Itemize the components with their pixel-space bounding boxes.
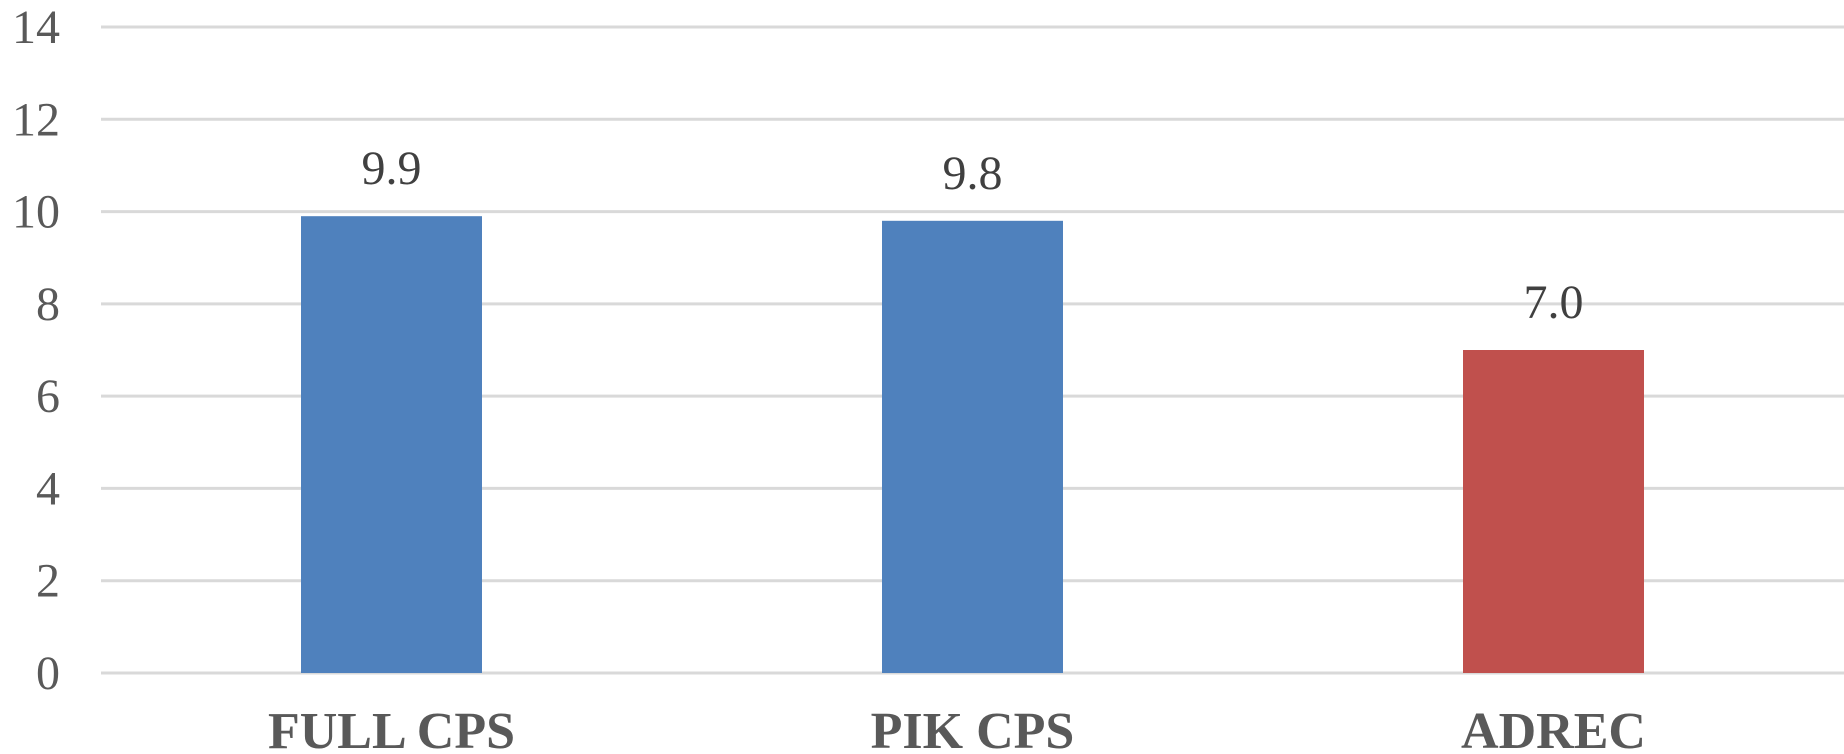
y-tick-label: 8 xyxy=(36,278,60,331)
bars xyxy=(301,216,1644,674)
x-tick-label: PIK CPS xyxy=(871,703,1075,754)
y-tick-label: 2 xyxy=(36,555,60,608)
data-label: 7.0 xyxy=(1524,276,1584,329)
data-label: 9.8 xyxy=(943,147,1003,200)
data-labels: 9.9 9.8 7.0 xyxy=(362,142,1584,329)
bar-adrec xyxy=(1463,350,1644,673)
y-tick-label: 10 xyxy=(12,186,60,239)
data-label: 9.9 xyxy=(362,142,422,195)
y-tick-label: 6 xyxy=(36,370,60,423)
y-tick-label: 4 xyxy=(36,462,60,515)
x-axis-ticks: FULL CPS PIK CPS ADREC xyxy=(268,703,1646,754)
bar-pik-cps xyxy=(882,220,1063,674)
x-tick-label: FULL CPS xyxy=(268,703,515,754)
y-tick-label: 0 xyxy=(36,647,60,700)
y-tick-label: 14 xyxy=(12,1,60,54)
bar-full-cps xyxy=(301,216,482,673)
x-tick-label: ADREC xyxy=(1461,703,1646,754)
y-axis-ticks: 0 2 4 6 8 10 12 14 xyxy=(12,1,60,700)
y-tick-label: 12 xyxy=(12,93,60,146)
